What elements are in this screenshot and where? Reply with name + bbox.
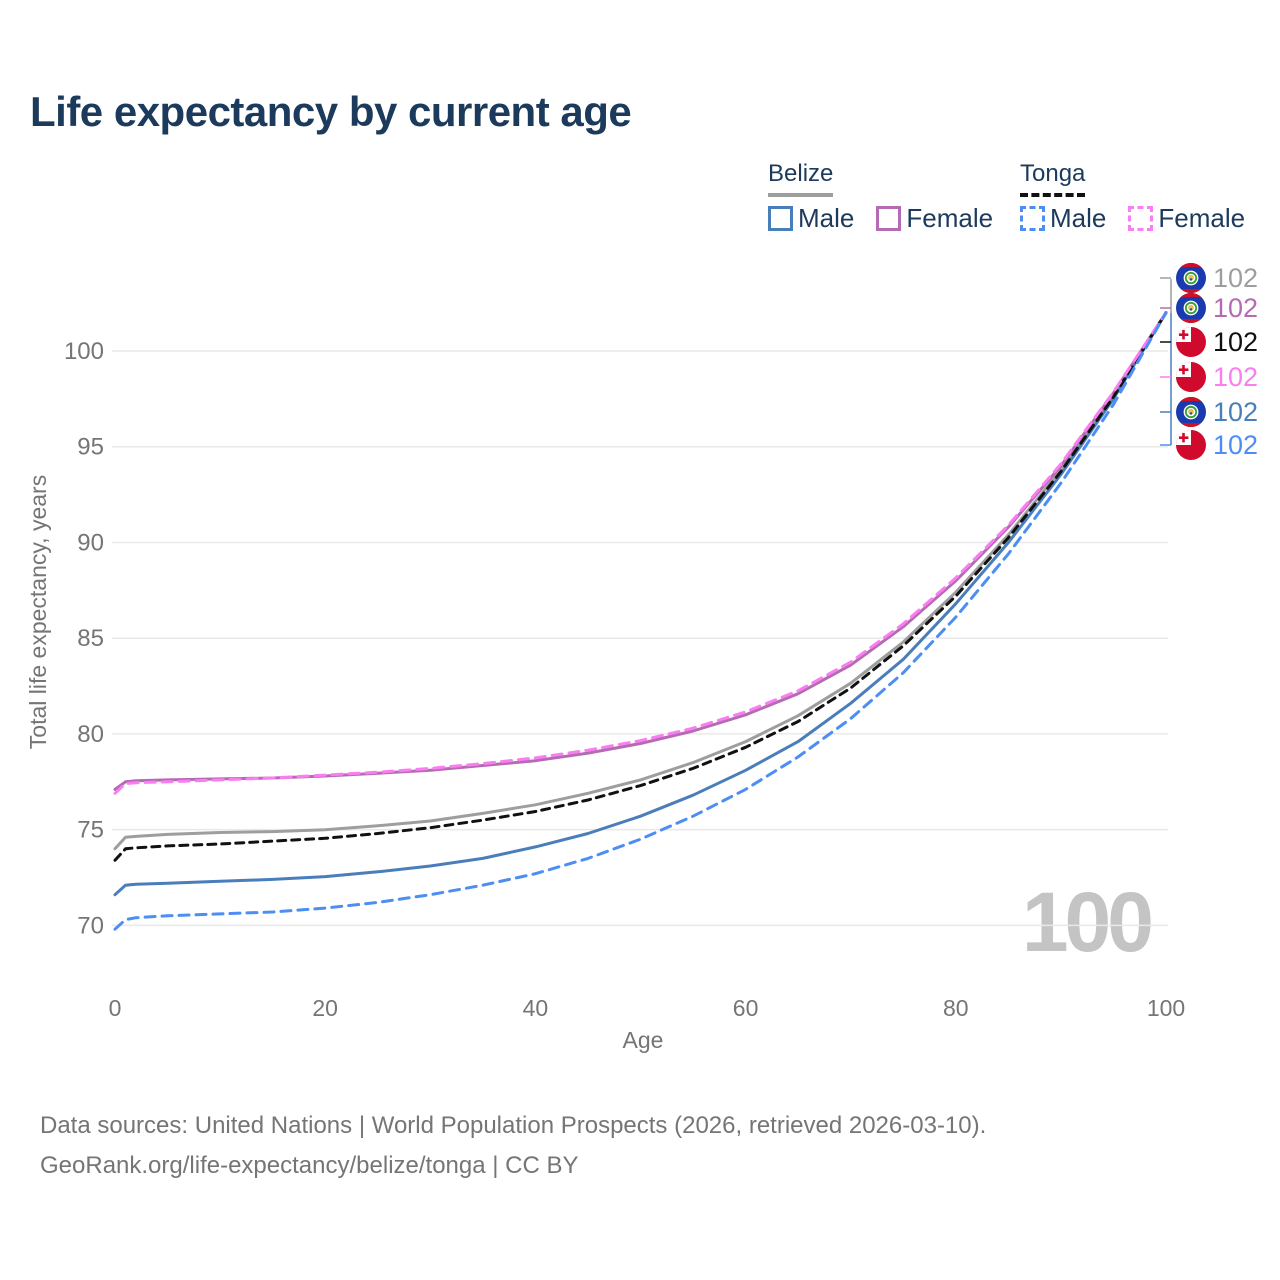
tonga-flag-icon	[1176, 362, 1206, 392]
legend-label-belize-female: Female	[906, 203, 994, 233]
end-label-tonga-both: 102	[1176, 327, 1258, 357]
footer-link-line: GeoRank.org/life-expectancy/belize/tonga…	[40, 1152, 579, 1179]
x-tick-label-0: 0	[109, 995, 122, 1021]
belize-flag-icon	[1176, 293, 1206, 323]
legend-item-tonga-male[interactable]: Male	[1020, 203, 1106, 234]
series-tonga-female-line	[113, 311, 1168, 795]
x-axis-title: Age	[623, 1027, 664, 1053]
x-tick-label-100: 100	[1147, 995, 1185, 1021]
end-label-belize-female: 102	[1176, 293, 1258, 323]
legend-group-tonga: Tonga Male Female	[1020, 160, 1245, 234]
end-value-belize-male: 102	[1213, 397, 1259, 427]
tonga-flag-icon	[1176, 430, 1206, 460]
belize-male-swatch-icon	[768, 206, 793, 231]
belize-flag-icon	[1176, 263, 1206, 293]
series-belize-female-line	[113, 311, 1168, 791]
page-title: Life expectancy by current age	[30, 88, 632, 135]
age-counter-watermark: 100	[1021, 875, 1154, 969]
x-tick-label-40: 40	[523, 995, 549, 1021]
series-tonga-male-line	[113, 311, 1168, 931]
y-tick-label-95: 95	[77, 434, 104, 461]
footer: Data sources: United Nations | World Pop…	[40, 1106, 986, 1186]
legend-country-tonga[interactable]: Tonga	[1020, 160, 1086, 197]
legend-group-belize: Belize Male Female	[768, 160, 993, 234]
belize-flag-icon	[1176, 397, 1206, 427]
y-tick-label-70: 70	[77, 912, 104, 939]
y-tick-label-100: 100	[64, 338, 104, 365]
series-belize-male-line	[113, 311, 1168, 897]
legend-item-belize-male[interactable]: Male	[768, 203, 854, 234]
end-label-tonga-male: 102	[1176, 430, 1258, 460]
end-value-tonga-male: 102	[1213, 430, 1259, 460]
series-tonga-both-line	[113, 311, 1168, 862]
end-label-belize-male: 102	[1176, 397, 1258, 427]
legend-item-belize-female[interactable]: Female	[876, 203, 993, 234]
x-tick-label-80: 80	[943, 995, 969, 1021]
series-belize-both-line	[113, 311, 1168, 851]
tonga-flag-icon	[1176, 327, 1206, 357]
y-tick-label-80: 80	[77, 721, 104, 748]
tonga-female-swatch-icon	[1128, 206, 1154, 231]
tonga-male-swatch-icon	[1020, 206, 1045, 231]
legend-label-tonga-female: Female	[1158, 203, 1246, 233]
y-axis-title: Total life expectancy, years	[25, 475, 51, 749]
end-value-tonga-female: 102	[1213, 362, 1259, 392]
x-tick-label-20: 20	[312, 995, 338, 1021]
belize-female-swatch-icon	[876, 206, 902, 231]
end-label-tonga-female: 102	[1176, 362, 1258, 392]
end-value-belize-both: 102	[1213, 263, 1259, 293]
legend-label-belize-male: Male	[798, 203, 855, 233]
end-label-belize-both: 102	[1176, 263, 1258, 293]
legend-label-tonga-male: Male	[1050, 203, 1107, 233]
x-tick-label-60: 60	[733, 995, 759, 1021]
y-tick-label-75: 75	[77, 817, 104, 844]
y-tick-label-90: 90	[77, 529, 104, 556]
footer-source-line: Data sources: United Nations | World Pop…	[40, 1112, 987, 1139]
end-value-tonga-both: 102	[1213, 327, 1259, 357]
legend-item-tonga-female[interactable]: Female	[1128, 203, 1245, 234]
y-tick-label-85: 85	[77, 625, 104, 652]
end-value-belize-female: 102	[1213, 293, 1259, 323]
legend-country-belize[interactable]: Belize	[768, 160, 834, 197]
